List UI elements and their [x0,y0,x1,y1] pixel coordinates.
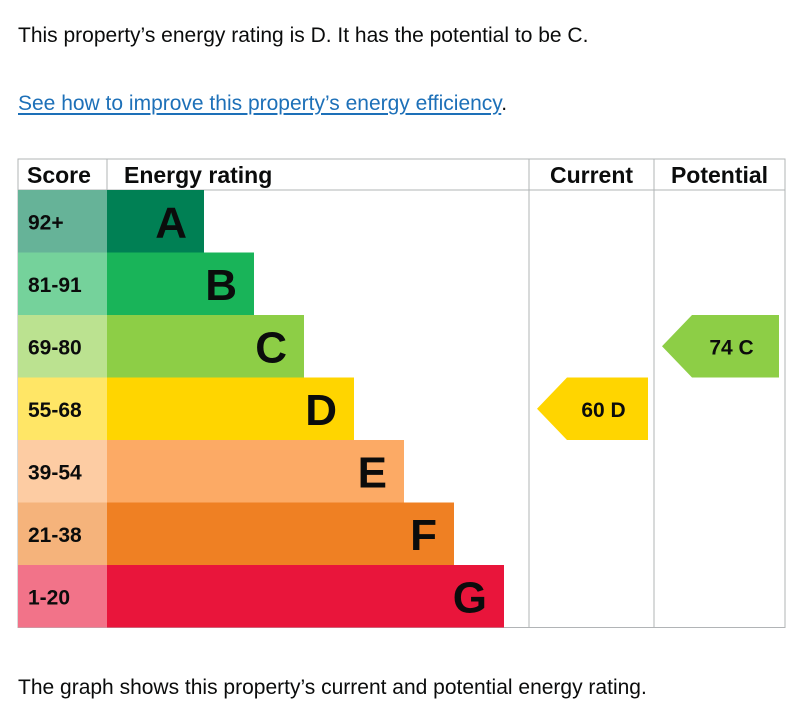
score-cell-e [18,440,107,503]
score-cell-g [18,565,107,628]
score-label-b: 81-91 [28,274,82,297]
rating-bar-g [107,565,504,628]
potential-header: Potential [671,162,768,188]
score-cell-b [18,252,107,315]
current-header: Current [550,162,633,188]
potential-rating-label: 74 C [709,336,753,359]
rating-bar-e [107,440,404,503]
rating-bar-a [107,190,204,253]
score-cell-d [18,377,107,440]
rating-letter-a: A [155,198,187,247]
score-cell-f [18,502,107,565]
improve-link-line: See how to improve this property’s energ… [18,92,507,116]
current-rating-label: 60 D [581,399,625,422]
link-suffix: . [501,92,508,115]
score-cell-c [18,315,107,378]
rating-letter-f: F [410,511,437,560]
energy-rating-header: Energy rating [124,162,272,188]
rating-bar-b [107,252,254,315]
score-label-d: 55-68 [28,399,82,422]
chart-caption: The graph shows this property’s current … [18,676,647,699]
score-header: Score [27,162,91,188]
score-label-g: 1-20 [28,586,70,609]
improve-efficiency-link[interactable]: See how to improve this property’s energ… [18,92,502,115]
rating-letter-d: D [305,386,337,435]
rating-letter-g: G [453,573,487,622]
rating-bar-c [107,315,304,378]
score-label-c: 69-80 [28,336,82,359]
current-rating-arrow [537,377,648,440]
potential-rating-arrow [662,315,779,378]
score-cell-a [18,190,107,253]
rating-letter-e: E [358,448,387,497]
rating-bar-d [107,377,354,440]
score-label-e: 39-54 [28,461,82,484]
energy-rating-chart: Score Energy rating Current Potential 92+ A 81… [17,158,786,628]
rating-letter-c: C [255,323,287,372]
rating-summary: This property’s energy rating is D. It h… [18,24,589,47]
rating-letter-b: B [205,261,237,310]
score-label-a: 92+ [28,211,64,234]
rating-bar-f [107,502,454,565]
score-label-f: 21-38 [28,524,82,547]
